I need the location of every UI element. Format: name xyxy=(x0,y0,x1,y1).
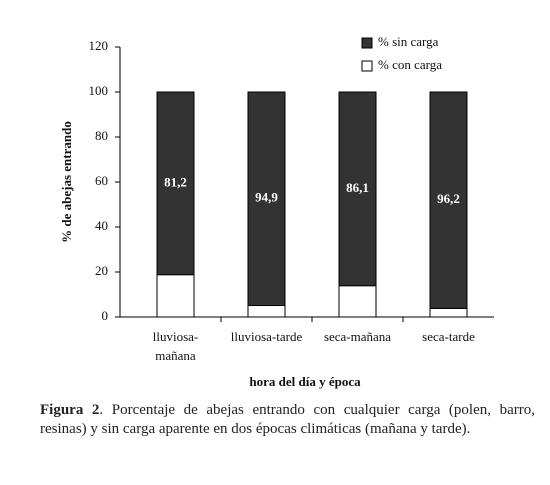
y-tick-label: 20 xyxy=(95,263,108,278)
y-tick-label: 0 xyxy=(102,308,109,323)
value-label: 96,2 xyxy=(437,191,460,206)
caption-text: . Porcentaje de abejas entrando con cual… xyxy=(40,402,535,437)
y-tick-label: 60 xyxy=(95,173,108,188)
x-tick-label: lluviosa-mañana xyxy=(153,329,199,363)
legend-swatch xyxy=(361,60,373,72)
bar-segment xyxy=(247,91,286,307)
bar-segment xyxy=(247,305,286,318)
value-label: 86,1 xyxy=(346,180,369,195)
caption-label: Figura 2 xyxy=(40,402,100,418)
legend-label: % sin carga xyxy=(378,34,439,49)
bar-segment xyxy=(338,285,377,318)
y-tick-label: 80 xyxy=(95,128,108,143)
legend-label: % con carga xyxy=(378,57,442,72)
bar-segment xyxy=(338,91,377,287)
x-tick-label-line: lluviosa- xyxy=(153,329,199,344)
bar-segment xyxy=(156,91,195,276)
legend-swatch xyxy=(361,37,373,49)
bar-segment xyxy=(156,274,195,318)
x-tick-label-line: mañana xyxy=(155,348,196,363)
value-label: 81,2 xyxy=(164,174,187,189)
x-tick-label: seca-mañana xyxy=(324,329,391,344)
y-tick-label: 120 xyxy=(89,38,109,53)
x-tick-label: seca-tarde xyxy=(422,329,475,344)
x-tick-label: lluviosa-tarde xyxy=(231,329,303,344)
x-axis-title: hora del día y época xyxy=(249,374,361,389)
y-tick-label: 100 xyxy=(89,83,109,98)
bar-segment xyxy=(429,91,468,309)
caption: Figura 2. Porcentaje de abejas entrando … xyxy=(40,401,535,439)
y-axis-title: % de abejas entrando xyxy=(59,121,74,243)
y-tick-label: 40 xyxy=(95,218,108,233)
bar-segment xyxy=(429,307,468,318)
value-label: 94,9 xyxy=(255,190,278,205)
chart: % de abejas entrando hora del día y époc… xyxy=(59,34,494,389)
